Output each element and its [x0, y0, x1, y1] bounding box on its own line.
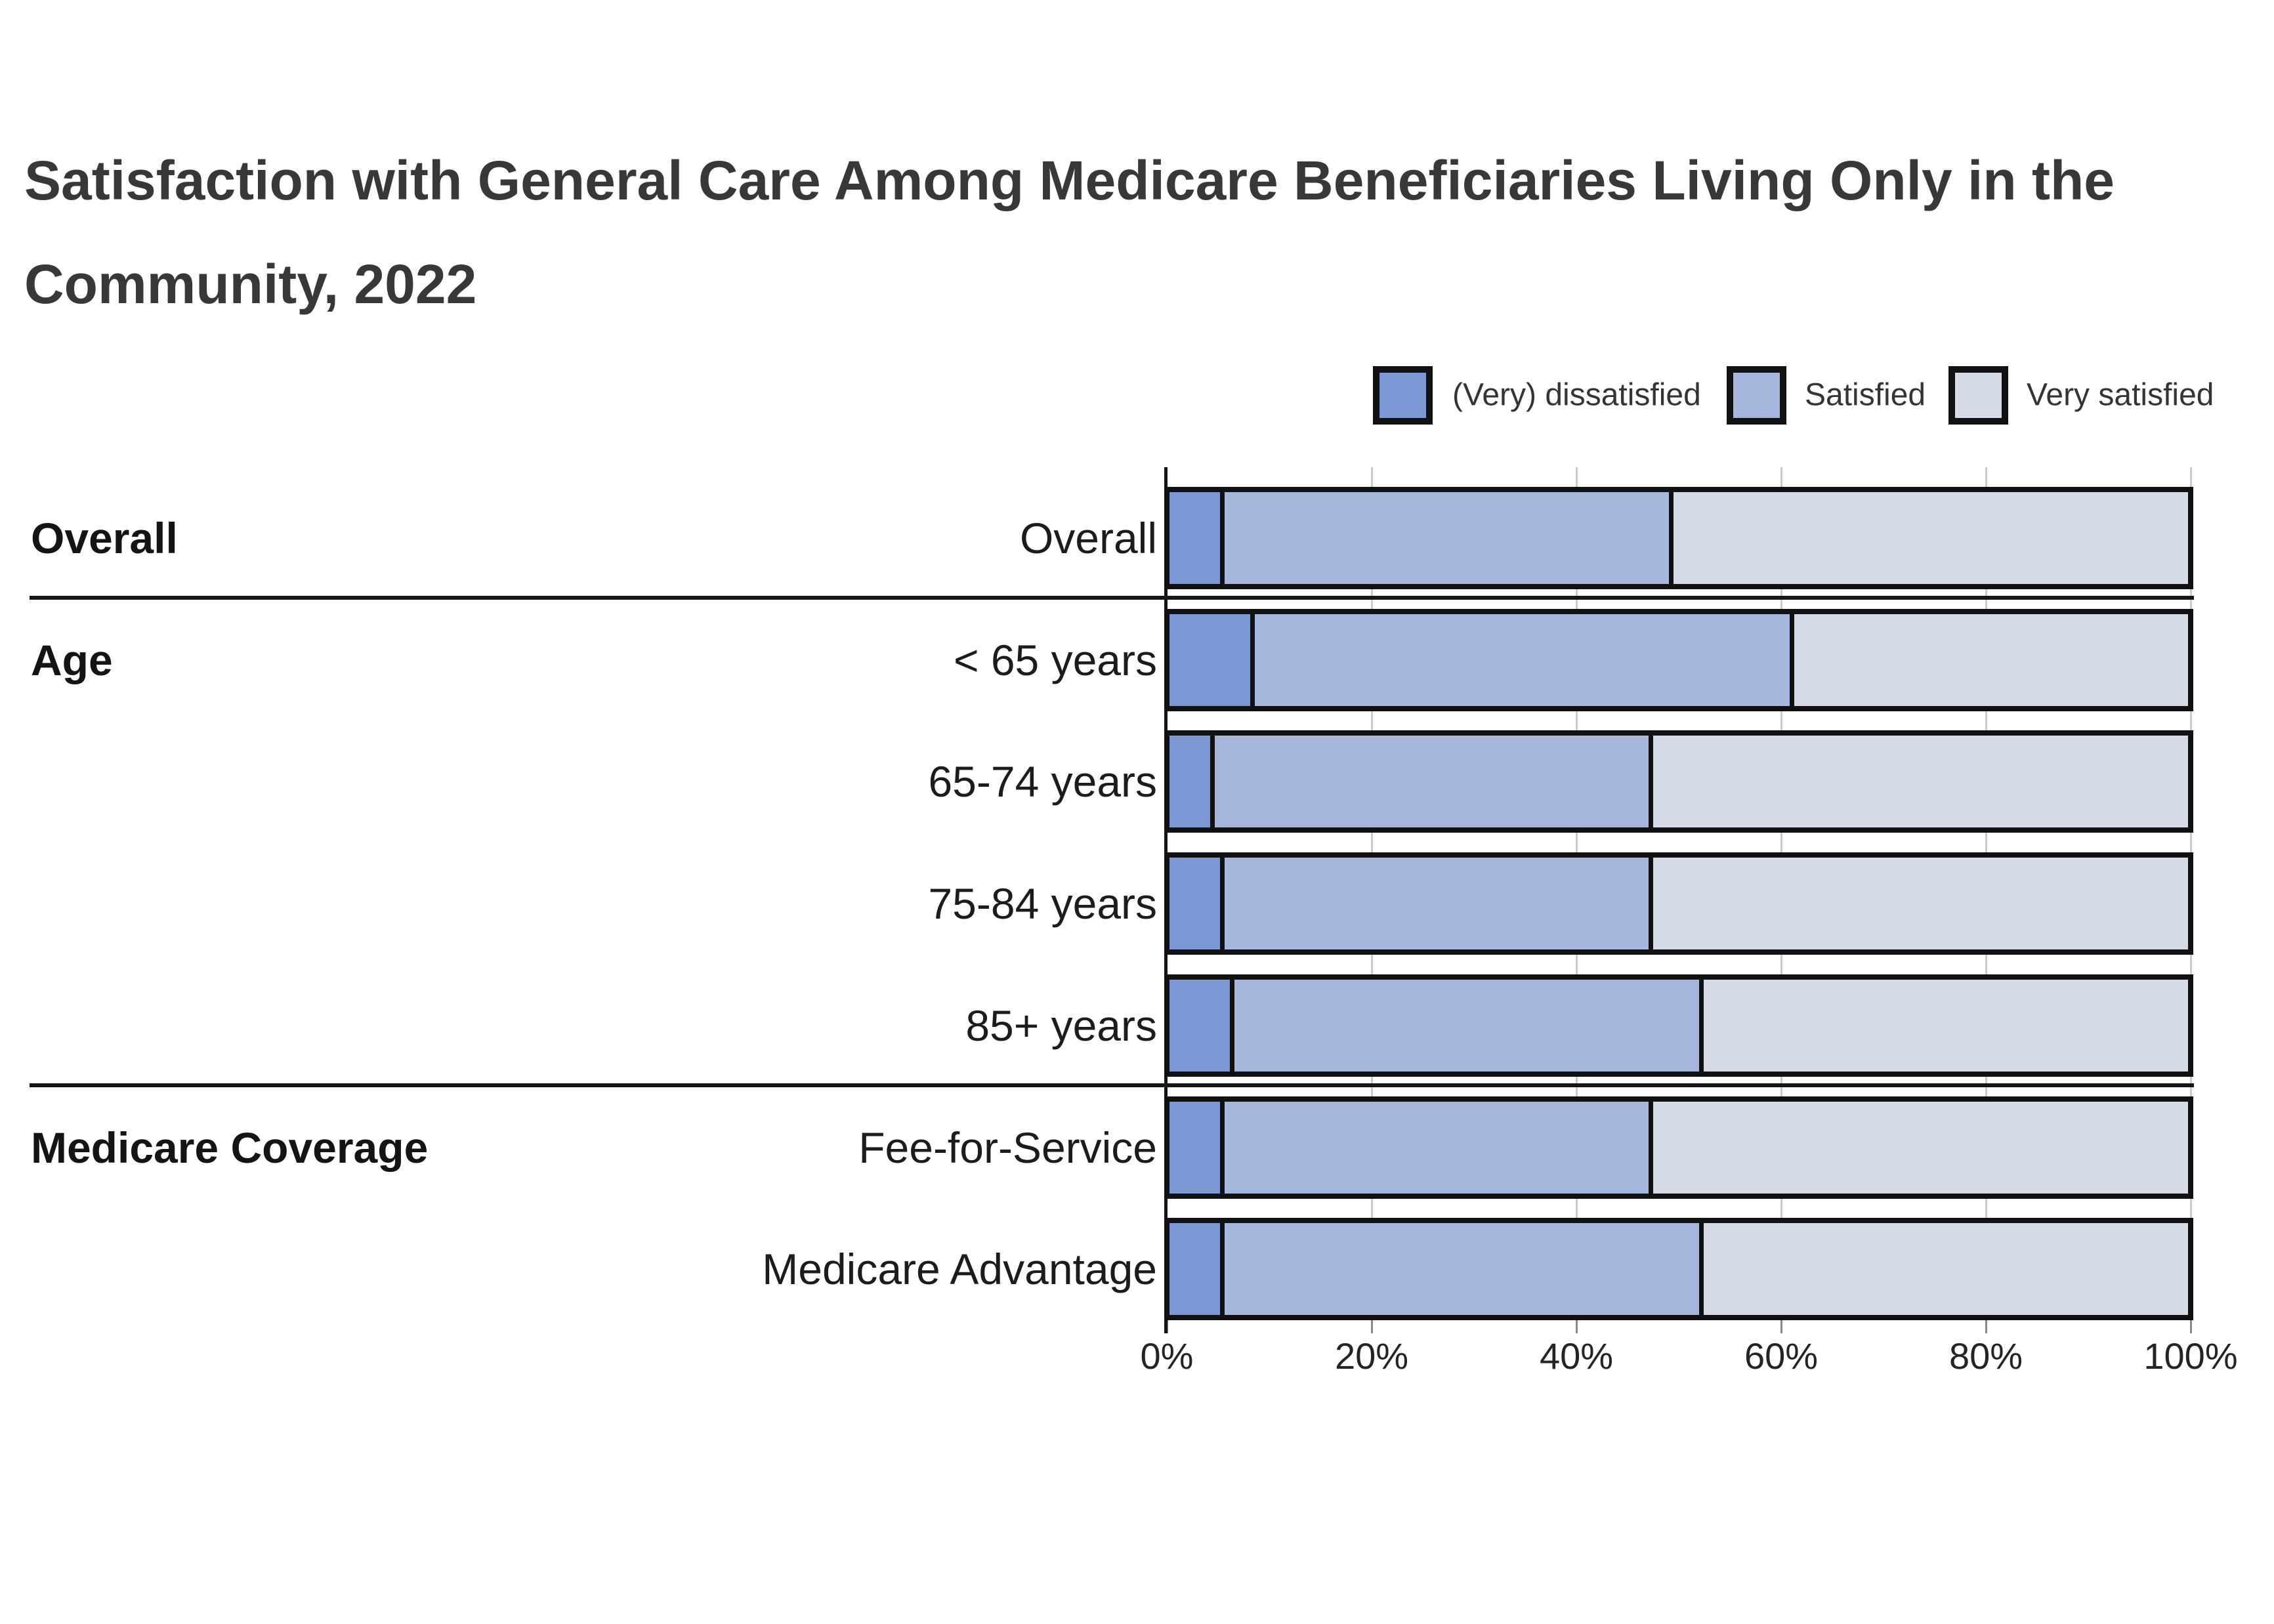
legend-label-2: Satisfied — [1805, 377, 1926, 413]
legend-swatch-2 — [1727, 366, 1786, 425]
bar-segment-satisfied — [1219, 1101, 1649, 1194]
chart-title-line2: Community, 2022 — [24, 253, 477, 315]
bar-segment-very-satisfied — [1668, 492, 2188, 584]
bar-segment-dissatisfied — [1169, 492, 1220, 584]
axis-tick-label-0: 0% — [1140, 1335, 1194, 1377]
row-label: Medicare Advantage — [762, 1245, 1157, 1294]
bar-segment-very-satisfied — [1648, 1101, 2188, 1194]
row-label: 65-74 years — [928, 757, 1157, 806]
axis-tick-label-80: 80% — [1948, 1335, 2023, 1377]
bar-row — [1164, 1218, 2193, 1321]
axis-tick-label-100: 100% — [2143, 1335, 2238, 1377]
axis-tick-label-20: 20% — [1334, 1335, 1409, 1377]
bar-segment-satisfied — [1219, 492, 1669, 584]
bar-segment-dissatisfied — [1169, 979, 1231, 1072]
axis-tick-100 — [2190, 1320, 2192, 1333]
bar-row — [1164, 852, 2193, 955]
bar-segment-satisfied — [1219, 858, 1649, 950]
row-label: Fee-for-Service — [858, 1123, 1157, 1172]
group-divider-2 — [30, 1083, 2194, 1087]
axis-tick-label-60: 60% — [1744, 1335, 1819, 1377]
bar-segment-dissatisfied — [1169, 614, 1251, 706]
legend-label-1: (Very) dissatisfied — [1452, 377, 1701, 413]
bar-row — [1164, 1096, 2193, 1199]
group-label-overall: Overall — [31, 514, 178, 562]
row-label: 75-84 years — [928, 879, 1157, 928]
row-label: < 65 years — [953, 635, 1157, 684]
bar-segment-very-satisfied — [1790, 614, 2188, 706]
group-divider-1 — [30, 596, 2194, 600]
bar-row — [1164, 730, 2193, 833]
axis-tick-20 — [1371, 1320, 1373, 1333]
bar-segment-very-satisfied — [1648, 736, 2188, 828]
bar-segment-dissatisfied — [1169, 1101, 1220, 1194]
group-label-medicare-coverage: Medicare Coverage — [31, 1123, 429, 1172]
group-label-age: Age — [31, 635, 113, 684]
bar-segment-satisfied — [1219, 1223, 1699, 1316]
bar-segment-satisfied — [1250, 614, 1790, 706]
legend-label-3: Very satisfied — [2027, 377, 2214, 413]
axis-tick-40 — [1576, 1320, 1578, 1333]
axis-tick-label-40: 40% — [1539, 1335, 1614, 1377]
row-label: Overall — [1019, 514, 1157, 562]
bar-row — [1164, 608, 2193, 711]
bar-segment-dissatisfied — [1169, 1223, 1220, 1316]
bar-segment-satisfied — [1230, 979, 1699, 1072]
bar-row — [1164, 487, 2193, 589]
bar-row — [1164, 974, 2193, 1077]
bar-segment-very-satisfied — [1648, 858, 2188, 950]
row-label: 85+ years — [965, 1001, 1157, 1050]
axis-tick-60 — [1780, 1320, 1782, 1333]
bar-segment-dissatisfied — [1169, 736, 1210, 828]
bar-segment-very-satisfied — [1698, 979, 2188, 1072]
bar-segment-satisfied — [1210, 736, 1649, 828]
legend-swatch-3 — [1948, 366, 2008, 425]
axis-tick-80 — [1985, 1320, 1987, 1333]
bar-segment-dissatisfied — [1169, 858, 1220, 950]
bar-segment-very-satisfied — [1698, 1223, 2188, 1316]
chart-title: Satisfaction with General Care Among Med… — [24, 129, 2256, 336]
chart-title-line1: Satisfaction with General Care Among Med… — [24, 150, 2115, 211]
legend-swatch-1 — [1373, 366, 1433, 425]
